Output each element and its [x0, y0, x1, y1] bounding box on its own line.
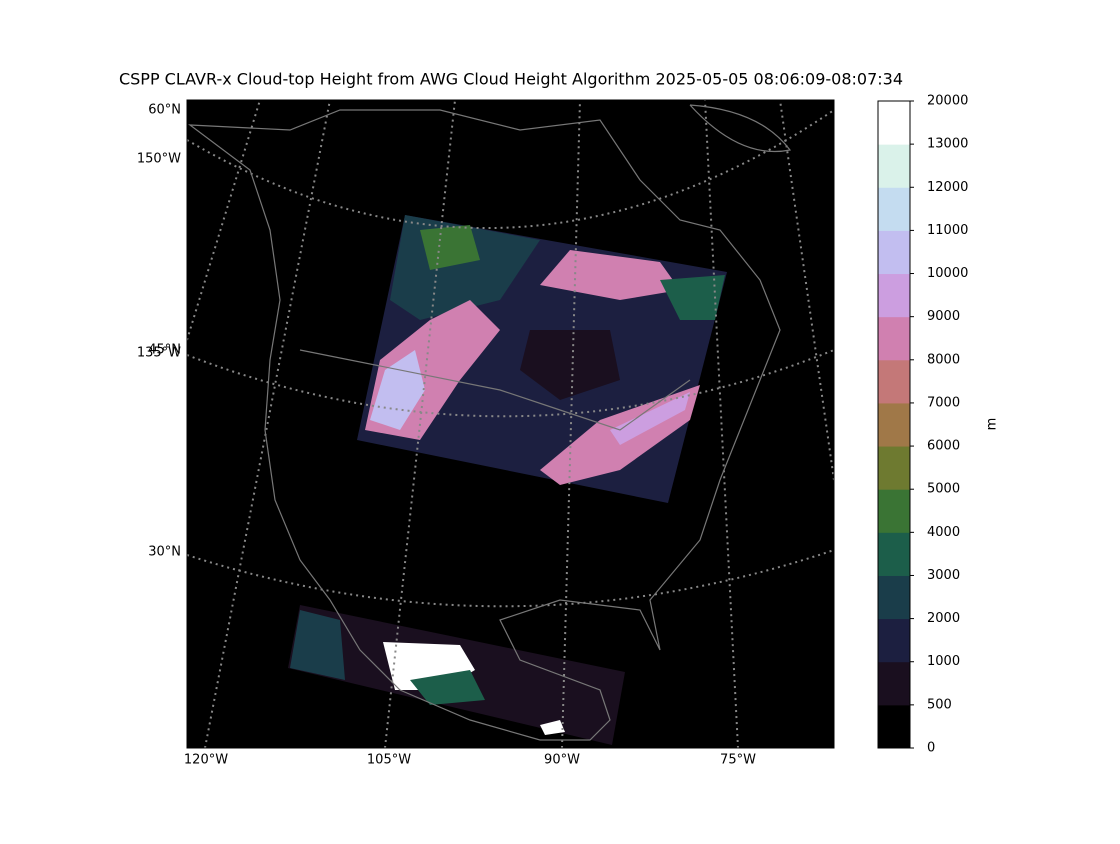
colorbar-segment — [878, 402, 910, 447]
colorbar-tick-label: 0 — [927, 741, 935, 756]
cloud-region — [370, 350, 425, 430]
border — [299, 349, 691, 431]
lat-label: 60°N — [148, 103, 181, 118]
colorbar-segment — [878, 187, 910, 231]
cloud-region — [540, 720, 565, 735]
cloud-region — [410, 670, 485, 705]
colorbar-tick-label: 8000 — [927, 352, 960, 367]
colorbar-tick-label: 12000 — [927, 180, 968, 195]
colorbar-segment — [878, 661, 910, 706]
graticule — [704, 100, 739, 748]
colorbar-tick-label: 5000 — [927, 482, 960, 497]
lon-label: 90°W — [544, 753, 580, 768]
colorbar-tick-label: 1000 — [927, 654, 960, 669]
colorbar-tick-label: 10000 — [927, 266, 968, 281]
colorbar-tick-label: 3000 — [927, 568, 960, 583]
colorbar-tick-label: 2000 — [927, 611, 960, 626]
lat-label: 45°N — [148, 343, 181, 358]
map-frame — [186, 99, 835, 749]
colorbar-tick-label: 6000 — [927, 439, 960, 454]
cloud-region — [540, 250, 680, 300]
colorbar-tick-label: 11000 — [927, 223, 968, 238]
colorbar-segment — [878, 489, 910, 533]
colorbar-segment — [878, 575, 910, 620]
colorbar-tick-label: 13000 — [927, 137, 968, 152]
graticule — [779, 100, 834, 481]
colorbar-segment — [878, 316, 910, 361]
colorbar-tick-label: 9000 — [927, 309, 960, 324]
colorbar-segment — [878, 230, 910, 275]
lon-label: 75°W — [720, 753, 756, 768]
coastline — [188, 109, 781, 741]
map-title: CSPP CLAVR-x Cloud-top Height from AWG C… — [119, 70, 903, 89]
map-content — [187, 100, 834, 748]
colorbar: 0 500 1000 2000 3000 4000 5000 6000 7000 8000 9000… — [877, 94, 968, 756]
cloud-region — [610, 392, 690, 445]
graticule — [187, 349, 834, 418]
colorbar-segment — [878, 532, 910, 576]
colorbar-tick-label: 20000 — [927, 94, 968, 109]
colorbar-tick-label: 500 — [927, 697, 952, 712]
lon-label: 150°W — [137, 152, 181, 167]
colorbar-label: m — [985, 418, 1000, 431]
graticule — [561, 100, 581, 748]
cloud-region — [290, 610, 345, 680]
graticule — [384, 100, 456, 748]
graticule — [187, 109, 834, 229]
colorbar-segment — [878, 273, 910, 318]
coastline — [689, 104, 792, 153]
cloud-region — [420, 225, 480, 270]
colorbar-tick-label: 4000 — [927, 525, 960, 540]
lat-label: 30°N — [148, 545, 181, 560]
colorbar-segment — [878, 704, 910, 749]
colorbar-segment — [878, 618, 910, 663]
cloud-region — [520, 330, 620, 400]
colorbar-segment — [878, 144, 910, 188]
lon-label: 105°W — [367, 753, 411, 768]
cloud-region — [660, 275, 725, 320]
colorbar-tick-label: 7000 — [927, 395, 960, 410]
colorbar-segment — [878, 359, 910, 404]
lon-label: 120°W — [184, 753, 228, 768]
lon-label: 135°W — [137, 346, 181, 361]
colorbar-segment — [878, 446, 910, 490]
colorbar-frame — [877, 100, 911, 749]
colorbar-segment — [878, 101, 910, 145]
graticule — [204, 100, 331, 748]
